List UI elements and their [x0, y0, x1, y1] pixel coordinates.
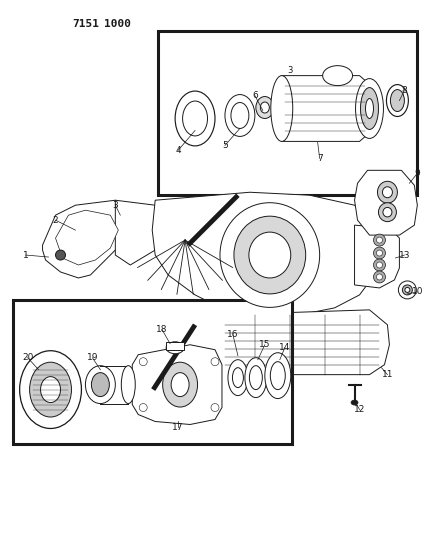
Ellipse shape [220, 203, 320, 308]
Text: 14: 14 [279, 343, 291, 352]
Ellipse shape [175, 91, 215, 146]
Ellipse shape [265, 353, 291, 399]
Text: 1000: 1000 [104, 19, 131, 29]
Text: 20: 20 [22, 353, 33, 362]
Ellipse shape [402, 285, 412, 295]
Text: 2: 2 [53, 216, 58, 224]
Circle shape [374, 234, 386, 246]
Polygon shape [56, 210, 118, 265]
Ellipse shape [250, 366, 262, 390]
Circle shape [374, 247, 386, 259]
Text: 13: 13 [398, 251, 410, 260]
Text: 15: 15 [259, 340, 270, 349]
Text: 17: 17 [172, 423, 184, 432]
Ellipse shape [20, 351, 81, 429]
Ellipse shape [390, 90, 404, 111]
Ellipse shape [260, 102, 269, 113]
Circle shape [374, 259, 386, 271]
Text: 11: 11 [382, 370, 393, 379]
Ellipse shape [383, 207, 392, 217]
Ellipse shape [356, 78, 383, 139]
Text: 3: 3 [113, 201, 118, 209]
Ellipse shape [245, 358, 267, 398]
Circle shape [56, 250, 65, 260]
Ellipse shape [225, 94, 255, 136]
Text: 5: 5 [222, 141, 228, 150]
Text: 3: 3 [287, 66, 292, 75]
Polygon shape [152, 192, 377, 315]
Ellipse shape [378, 203, 396, 222]
Text: 18: 18 [156, 325, 168, 334]
Circle shape [377, 250, 383, 256]
Text: 16: 16 [227, 330, 239, 340]
Ellipse shape [405, 287, 410, 293]
Circle shape [139, 358, 147, 366]
Text: 8: 8 [401, 86, 407, 95]
Ellipse shape [92, 373, 109, 397]
Ellipse shape [323, 66, 353, 86]
Text: 9: 9 [414, 169, 420, 178]
Ellipse shape [121, 366, 135, 403]
Ellipse shape [232, 368, 244, 387]
Ellipse shape [256, 96, 274, 118]
Ellipse shape [234, 216, 306, 294]
Circle shape [377, 237, 383, 243]
Text: 1: 1 [23, 251, 29, 260]
Circle shape [139, 403, 147, 411]
Ellipse shape [163, 362, 198, 407]
Ellipse shape [398, 281, 416, 299]
Circle shape [374, 271, 386, 283]
Ellipse shape [183, 101, 208, 136]
Ellipse shape [386, 85, 408, 117]
Polygon shape [354, 171, 417, 235]
Ellipse shape [86, 366, 115, 403]
Ellipse shape [30, 362, 71, 417]
Ellipse shape [360, 87, 378, 130]
Text: 4: 4 [175, 146, 181, 155]
Ellipse shape [171, 373, 189, 397]
Ellipse shape [271, 76, 293, 141]
Polygon shape [132, 345, 222, 424]
Polygon shape [282, 76, 377, 141]
Text: 7151: 7151 [72, 19, 99, 29]
Ellipse shape [166, 342, 184, 354]
Ellipse shape [270, 362, 285, 390]
Polygon shape [354, 225, 399, 288]
Ellipse shape [351, 400, 358, 405]
Bar [166, 342, 184, 350]
Circle shape [377, 262, 383, 268]
Text: 19: 19 [86, 353, 98, 362]
Ellipse shape [231, 102, 249, 128]
Text: 10: 10 [412, 287, 423, 296]
Text: 6: 6 [252, 91, 258, 100]
Ellipse shape [377, 181, 398, 203]
Ellipse shape [383, 187, 392, 198]
Bar [158, 31, 417, 195]
Bar [13, 300, 292, 445]
Circle shape [377, 274, 383, 280]
Polygon shape [115, 200, 165, 265]
Ellipse shape [249, 232, 291, 278]
Text: 12: 12 [354, 405, 365, 414]
Text: 7: 7 [317, 154, 323, 163]
Circle shape [211, 358, 219, 366]
Ellipse shape [41, 377, 60, 402]
Ellipse shape [228, 360, 248, 395]
Ellipse shape [366, 99, 374, 118]
Polygon shape [42, 200, 132, 278]
Circle shape [211, 403, 219, 411]
Polygon shape [212, 310, 389, 375]
